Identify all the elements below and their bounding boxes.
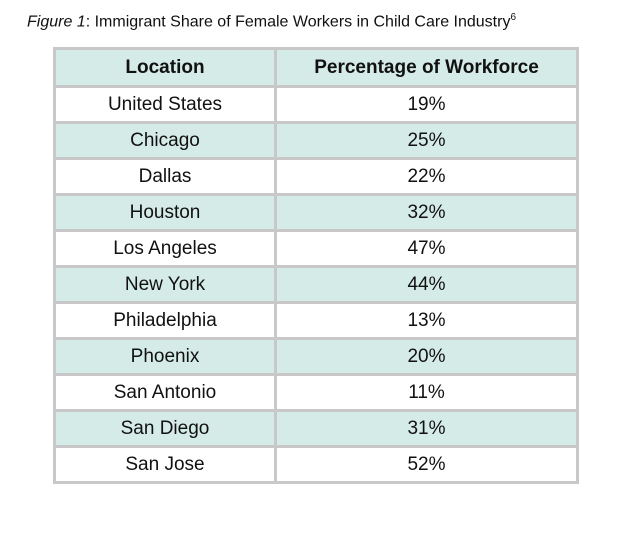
header-location: Location — [53, 47, 277, 88]
header-percentage: Percentage of Workforce — [274, 47, 579, 88]
figure-label: Figure 1 — [27, 13, 86, 31]
table-row: Phoenix 20% — [53, 337, 579, 376]
header-row: Location Percentage of Workforce — [53, 47, 579, 88]
figure-caption: Figure 1: Immigrant Share of Female Work… — [27, 12, 516, 31]
table-row: San Diego 31% — [53, 409, 579, 448]
location-cell: San Jose — [53, 445, 277, 484]
percentage-cell: 13% — [274, 301, 579, 340]
location-cell: Chicago — [53, 121, 277, 160]
table-row: Philadelphia 13% — [53, 301, 579, 340]
table-row: Houston 32% — [53, 193, 579, 232]
percentage-cell: 19% — [274, 85, 579, 124]
percentage-cell: 11% — [274, 373, 579, 412]
location-cell: United States — [53, 85, 277, 124]
location-cell: New York — [53, 265, 277, 304]
percentage-cell: 47% — [274, 229, 579, 268]
location-cell: Phoenix — [53, 337, 277, 376]
table-row: San Jose 52% — [53, 445, 579, 484]
table-row: San Antonio 11% — [53, 373, 579, 412]
table-row: United States 19% — [53, 85, 579, 124]
percentage-cell: 44% — [274, 265, 579, 304]
percentage-cell: 31% — [274, 409, 579, 448]
table-row: Los Angeles 47% — [53, 229, 579, 268]
location-cell: San Antonio — [53, 373, 277, 412]
table-row: New York 44% — [53, 265, 579, 304]
table-row: Chicago 25% — [53, 121, 579, 160]
caption-text: : Immigrant Share of Female Workers in C… — [85, 13, 511, 31]
table-row: Dallas 22% — [53, 157, 579, 196]
location-cell: Houston — [53, 193, 277, 232]
location-cell: Philadelphia — [53, 301, 277, 340]
percentage-cell: 25% — [274, 121, 579, 160]
data-table: Location Percentage of Workforce United … — [53, 47, 579, 484]
percentage-cell: 52% — [274, 445, 579, 484]
percentage-cell: 32% — [274, 193, 579, 232]
percentage-cell: 22% — [274, 157, 579, 196]
location-cell: Dallas — [53, 157, 277, 196]
percentage-cell: 20% — [274, 337, 579, 376]
location-cell: Los Angeles — [53, 229, 277, 268]
location-cell: San Diego — [53, 409, 277, 448]
footnote-ref: 6 — [510, 12, 517, 23]
